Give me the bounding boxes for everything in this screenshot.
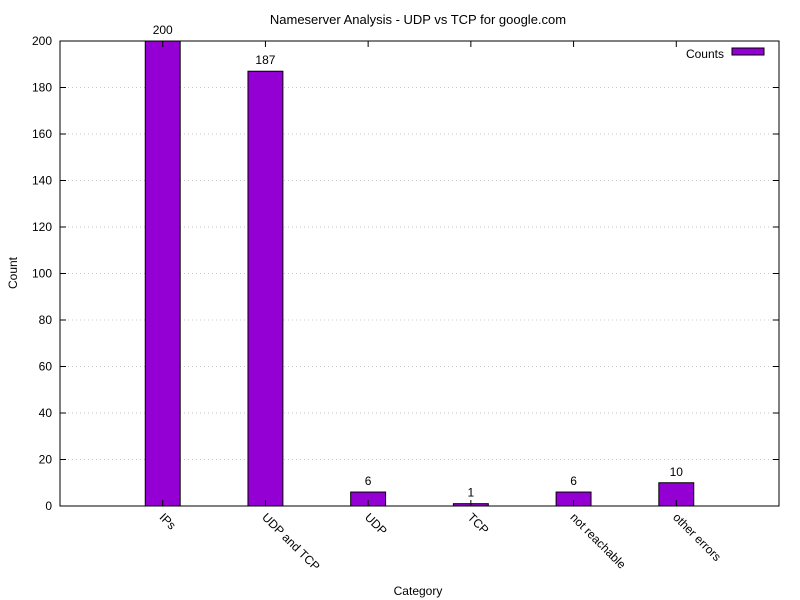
y-tick-label: 100 xyxy=(32,267,52,281)
x-tick-label: IPs xyxy=(157,510,179,532)
data-label: 10 xyxy=(670,465,684,479)
data-labels: 200 187 6 1 6 10 xyxy=(153,23,684,500)
x-tick-label: TCP xyxy=(465,510,492,537)
y-tick-label: 180 xyxy=(32,81,52,95)
x-axis-label: Category xyxy=(394,584,443,598)
data-label: 187 xyxy=(255,53,275,67)
bars xyxy=(144,40,695,507)
y-tick-label: 0 xyxy=(45,499,52,513)
data-label: 200 xyxy=(153,23,173,37)
x-tick-label: UDP and TCP xyxy=(259,510,322,573)
data-label: 1 xyxy=(468,486,475,500)
y-tick-label: 200 xyxy=(32,34,52,48)
legend: Counts xyxy=(686,47,765,61)
y-tick-label: 60 xyxy=(39,360,53,374)
x-tick-label: other errors xyxy=(670,510,724,564)
bar xyxy=(144,40,181,507)
legend-swatch xyxy=(731,47,765,56)
x-tick-label: not reachable xyxy=(567,510,629,572)
x-tick-label: UDP xyxy=(362,510,390,538)
legend-label: Counts xyxy=(686,47,724,61)
y-tick-label: 140 xyxy=(32,174,52,188)
y-tick-label: 40 xyxy=(39,406,53,420)
y-tick-label: 80 xyxy=(39,313,53,327)
y-axis-label: Count xyxy=(6,256,20,289)
data-label: 6 xyxy=(365,474,372,488)
y-tick-label: 120 xyxy=(32,220,52,234)
data-label: 6 xyxy=(570,474,577,488)
chart-title: Nameserver Analysis - UDP vs TCP for goo… xyxy=(270,12,566,27)
y-tick-label: 160 xyxy=(32,127,52,141)
y-tick-label: 20 xyxy=(39,453,53,467)
bar xyxy=(247,70,284,507)
plot-frame xyxy=(59,40,780,507)
